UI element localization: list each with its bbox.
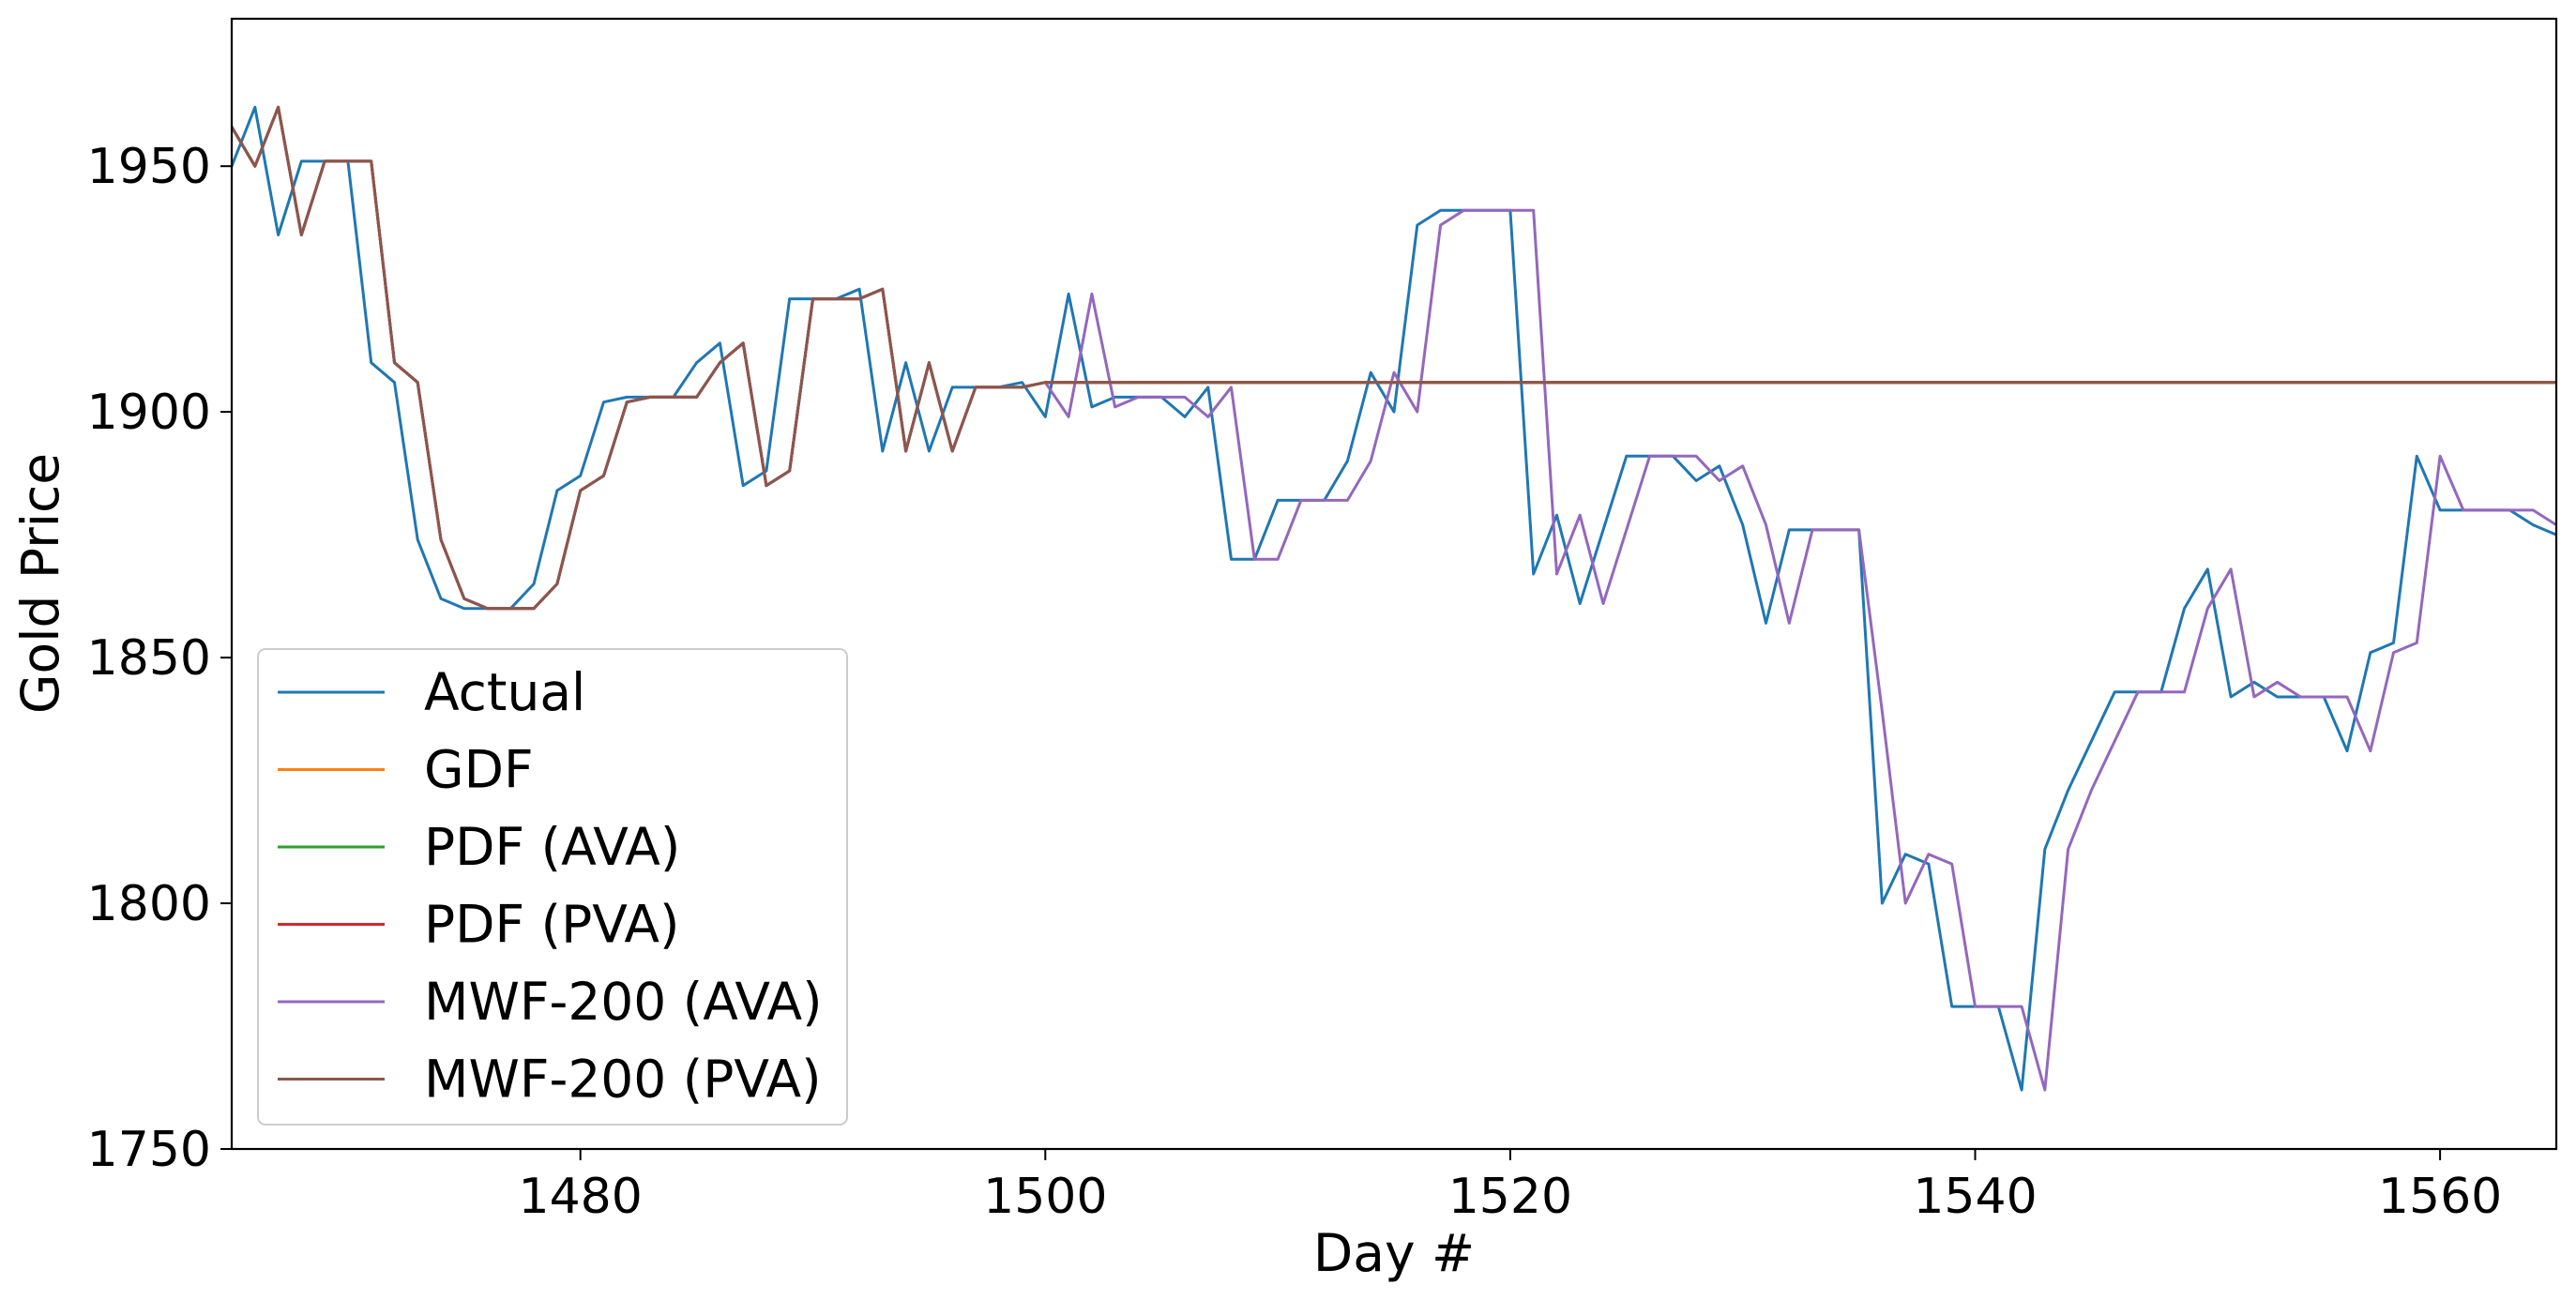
x-axis-ticks: 1480 1500 1520 1540 1560 <box>519 1149 2502 1225</box>
legend-label-pdf-ava: PDF (AVA) <box>424 817 680 877</box>
x-tick-label: 1520 <box>1448 1169 1572 1225</box>
x-tick-label: 1560 <box>2378 1169 2502 1225</box>
series-line-mwf-200-pva <box>232 105 2556 611</box>
x-tick-label: 1540 <box>1913 1169 2037 1225</box>
legend-label-actual: Actual <box>424 662 585 722</box>
x-tick-label: 1500 <box>983 1169 1107 1225</box>
x-axis-title: Day # <box>1313 1223 1475 1283</box>
legend-label-mwf-200-pva: MWF-200 (PVA) <box>424 1050 822 1110</box>
y-tick-label: 1950 <box>87 139 211 195</box>
legend-label-pdf-pva: PDF (PVA) <box>424 895 679 955</box>
y-tick-label: 1750 <box>87 1122 211 1178</box>
legend-frame <box>257 648 848 1126</box>
legend-label-gdf: GDF <box>424 740 534 800</box>
plot-frame <box>230 17 2558 1151</box>
y-tick-label: 1800 <box>87 876 211 932</box>
y-axis-ticks: 1750 1800 1850 1900 1950 <box>87 139 232 1178</box>
x-tick-label: 1480 <box>519 1169 643 1225</box>
y-tick-label: 1900 <box>87 385 211 441</box>
legend-label-mwf-200-ava: MWF-200 (AVA) <box>424 972 823 1032</box>
y-tick-label: 1850 <box>87 630 211 687</box>
y-axis-title: Gold Price <box>10 453 70 714</box>
series-layer <box>232 105 2556 1092</box>
series-line-actual <box>232 105 2556 1092</box>
legend: Actual GDF PDF (AVA) PDF (PVA) MWF-200 (AVA)… <box>257 648 848 1126</box>
